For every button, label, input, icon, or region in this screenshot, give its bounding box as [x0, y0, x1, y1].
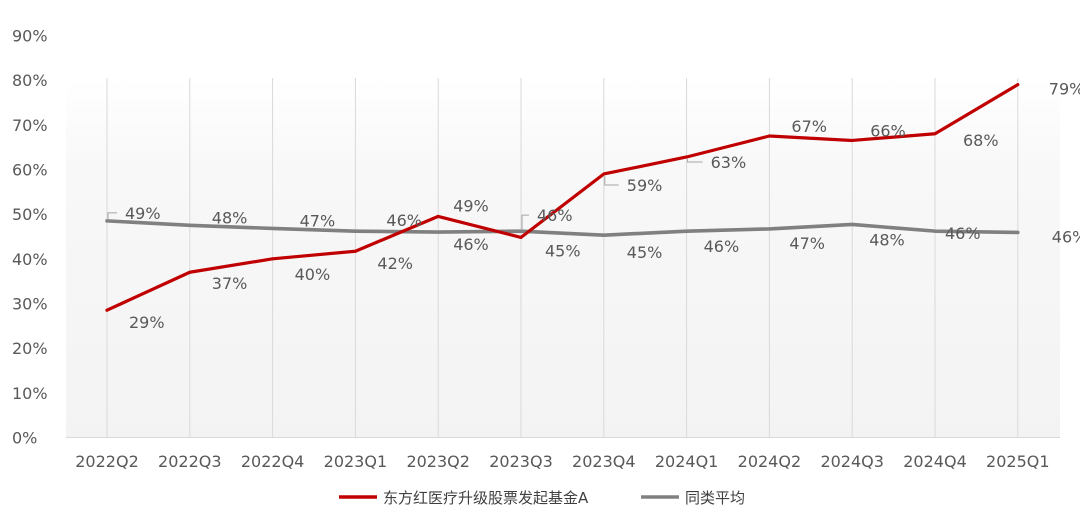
- peer-data-label: 46%: [945, 224, 981, 243]
- y-tick-label: 0%: [12, 429, 37, 448]
- label-leader-line: [107, 212, 117, 219]
- fund-data-point: [602, 172, 606, 176]
- fund-series-line: [105, 83, 1020, 312]
- x-tick-label: 2022Q4: [241, 452, 305, 471]
- x-tick-label: 2024Q1: [655, 452, 719, 471]
- peer-data-point: [188, 223, 192, 227]
- y-tick-label: 20%: [12, 339, 48, 358]
- x-tick-label: 2024Q2: [738, 452, 802, 471]
- series-group: [105, 83, 1020, 312]
- y-tick-label: 50%: [12, 205, 48, 224]
- y-tick-label: 90%: [12, 27, 48, 46]
- fund-data-label: 42%: [377, 254, 413, 273]
- x-tick-label: 2023Q1: [324, 452, 388, 471]
- peer-average-line: [105, 219, 1020, 237]
- peer-data-point: [685, 229, 689, 233]
- peer-data-label: 47%: [300, 211, 336, 230]
- fund-data-point: [188, 270, 192, 274]
- fund-data-label: 79%: [1049, 80, 1080, 99]
- y-tick-label: 30%: [12, 295, 48, 314]
- peer-data-label: 46%: [704, 237, 740, 256]
- fund-data-point: [436, 214, 440, 218]
- peer-data-point: [271, 226, 275, 230]
- peer-data-point: [933, 229, 937, 233]
- peer-data-point: [767, 227, 771, 231]
- x-tick-label: 2024Q4: [903, 452, 967, 471]
- peer-data-label: 46%: [386, 211, 422, 230]
- fund-data-point: [933, 132, 937, 136]
- x-tick-label: 2023Q2: [406, 452, 470, 471]
- peer-data-point: [105, 219, 109, 223]
- label-leader-line: [521, 214, 529, 230]
- peer-data-point: [602, 233, 606, 237]
- x-tick-label: 2022Q3: [158, 452, 222, 471]
- peer-data-point: [1016, 230, 1020, 234]
- peer-data-point: [436, 230, 440, 234]
- fund-data-label: 68%: [963, 131, 999, 150]
- fund-data-point: [271, 257, 275, 261]
- fund-data-point: [105, 308, 109, 312]
- x-tick-label: 2025Q1: [986, 452, 1050, 471]
- fund-data-label: 29%: [129, 313, 165, 332]
- legend: 东方红医疗升级股票发起基金A 同类平均: [339, 489, 745, 507]
- x-tick-label: 2024Q3: [820, 452, 884, 471]
- x-tick-label: 2023Q4: [572, 452, 636, 471]
- peer-data-label: 46%: [453, 235, 489, 254]
- fund-data-point: [1016, 83, 1020, 87]
- label-leader-line: [687, 158, 703, 163]
- data-labels: 29% 37% 40% 42% 49% 45% 59% 63% 67% 66% 68% 79% 49% 4…: [107, 80, 1080, 332]
- peer-data-point: [353, 229, 357, 233]
- peer-data-label: 45%: [627, 243, 663, 262]
- fund-data-label: 67%: [791, 117, 827, 136]
- fund-data-label: 37%: [212, 274, 248, 293]
- fund-data-label: 40%: [295, 265, 331, 284]
- legend-peer-label: 同类平均: [685, 489, 745, 507]
- fund-data-point: [767, 134, 771, 138]
- y-tick-label: 70%: [12, 116, 48, 135]
- fund-data-label: 63%: [711, 153, 747, 172]
- y-axis: 0% 10% 20% 30% 40% 50% 60% 70% 80% 90%: [12, 27, 48, 448]
- peer-data-label: 48%: [212, 208, 248, 227]
- peer-data-label: 49%: [125, 204, 161, 223]
- peer-data-point: [850, 222, 854, 226]
- x-tick-label: 2023Q3: [489, 452, 553, 471]
- y-tick-label: 60%: [12, 161, 48, 180]
- peer-data-label: 46%: [537, 206, 573, 225]
- fund-data-point: [850, 138, 854, 142]
- fund-data-point: [353, 249, 357, 253]
- x-axis: 2022Q2 2022Q3 2022Q4 2023Q1 2023Q2 2023Q3 2023…: [75, 452, 1049, 471]
- y-tick-label: 80%: [12, 71, 48, 90]
- fund-data-point: [519, 235, 523, 239]
- peer-data-label: 47%: [789, 234, 825, 253]
- label-leader-line: [604, 175, 619, 186]
- peer-data-label: 48%: [869, 230, 905, 249]
- y-tick-label: 10%: [12, 384, 48, 403]
- peer-data-label: 46%: [1052, 227, 1080, 246]
- y-tick-label: 40%: [12, 250, 48, 269]
- fund-data-label: 59%: [627, 176, 663, 195]
- peer-data-point: [519, 229, 523, 233]
- fund-data-label: 66%: [870, 121, 906, 140]
- fund-data-label: 45%: [545, 241, 581, 260]
- x-tick-label: 2022Q2: [75, 452, 139, 471]
- fund-data-label: 49%: [453, 196, 489, 215]
- fund-data-point: [685, 155, 689, 159]
- legend-fund-label: 东方红医疗升级股票发起基金A: [383, 489, 589, 507]
